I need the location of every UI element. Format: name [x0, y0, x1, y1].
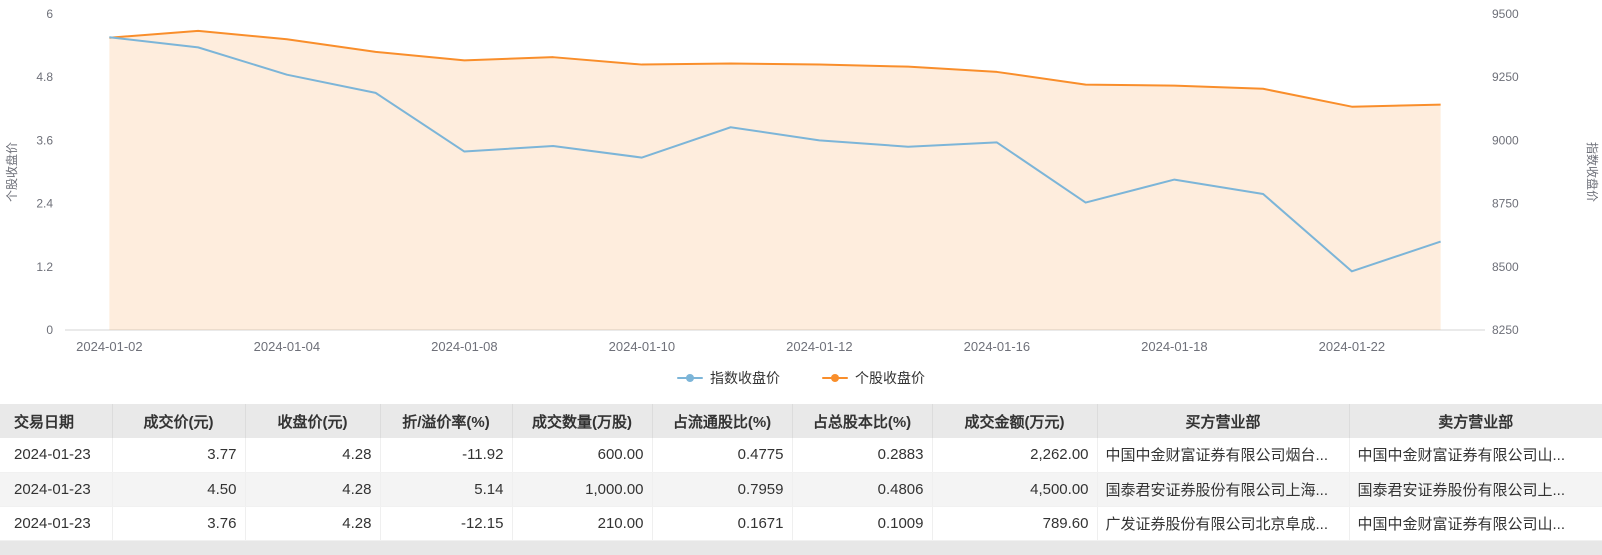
legend-line-icon	[677, 373, 703, 383]
x-axis-tick: 2024-01-22	[1319, 339, 1386, 354]
right-axis-tick: 9250	[1492, 70, 1519, 84]
right-axis-tick: 9000	[1492, 133, 1519, 147]
legend-label: 指数收盘价	[710, 370, 780, 386]
cell-seller-branch: 中国中金财富证券有限公司山...	[1349, 506, 1602, 541]
column-header-float-share-ratio: 占流通股比(%)	[652, 404, 793, 438]
left-axis-tick: 1.2	[36, 260, 53, 274]
block-trade-table: 交易日期 成交价(元) 收盘价(元) 折/溢价率(%) 成交数量(万股) 占流通股比(%)…	[0, 404, 1602, 541]
right-axis-tick: 8750	[1492, 197, 1519, 211]
cell-deal-price: 4.50	[112, 472, 246, 507]
left-axis-tick: 2.4	[36, 197, 53, 211]
cell-close-price: 4.28	[245, 438, 381, 473]
cell-volume: 600.00	[512, 438, 653, 473]
left-axis-tick: 0	[46, 323, 53, 337]
left-axis-tick: 4.8	[36, 70, 53, 84]
column-header-amount: 成交金额(万元)	[932, 404, 1098, 438]
cell-close-price: 4.28	[245, 472, 381, 507]
column-header-buyer-branch: 买方营业部	[1097, 404, 1350, 438]
cell-trade-date: 2024-01-23	[0, 438, 113, 473]
chart-legend: 指数收盘价 个股收盘价	[0, 368, 1602, 388]
index-price-line	[109, 36, 1441, 273]
left-axis-tick: 3.6	[36, 133, 53, 147]
right-axis-tick: 8250	[1492, 323, 1519, 337]
cell-float-share-ratio: 0.1671	[652, 506, 793, 541]
partial-next-row	[0, 540, 1602, 555]
table-header-row: 交易日期 成交价(元) 收盘价(元) 折/溢价率(%) 成交数量(万股) 占流通股比(%)…	[0, 404, 1602, 438]
legend-item-stock-close[interactable]: 个股收盘价	[822, 368, 925, 388]
x-axis-tick: 2024-01-02	[76, 339, 143, 354]
cell-trade-date: 2024-01-23	[0, 472, 113, 507]
cell-amount: 789.60	[932, 506, 1098, 541]
cell-amount: 4,500.00	[932, 472, 1098, 507]
table-row: 2024-01-23 3.77 4.28 -11.92 600.00 0.4775 0.28…	[0, 438, 1602, 473]
column-header-deal-price: 成交价(元)	[112, 404, 246, 438]
legend-label: 个股收盘价	[855, 370, 925, 386]
table-body: 2024-01-23 3.77 4.28 -11.92 600.00 0.4775 0.28…	[0, 438, 1602, 541]
legend-item-index-close[interactable]: 指数收盘价	[677, 368, 780, 388]
cell-buyer-branch: 广发证券股份有限公司北京阜成...	[1097, 506, 1350, 541]
cell-premium-rate: 5.14	[380, 472, 513, 507]
right-axis-title: 指数收盘价	[1585, 142, 1600, 202]
column-header-premium-rate: 折/溢价率(%)	[380, 404, 513, 438]
x-axis-tick: 2024-01-08	[431, 339, 498, 354]
x-axis-tick: 2024-01-16	[964, 339, 1031, 354]
x-axis-tick: 2024-01-04	[254, 339, 321, 354]
stock-price-area	[109, 30, 1441, 330]
x-axis-tick: 2024-01-12	[786, 339, 853, 354]
column-header-close-price: 收盘价(元)	[245, 404, 381, 438]
cell-deal-price: 3.77	[112, 438, 246, 473]
right-axis-tick: 8500	[1492, 260, 1519, 274]
table-row: 2024-01-23 4.50 4.28 5.14 1,000.00 0.7959 0.48…	[0, 472, 1602, 507]
cell-premium-rate: -11.92	[380, 438, 513, 473]
cell-premium-rate: -12.15	[380, 506, 513, 541]
left-axis-tick: 6	[46, 7, 53, 21]
x-axis-tick: 2024-01-18	[1141, 339, 1208, 354]
cell-seller-branch: 国泰君安证券股份有限公司上...	[1349, 472, 1602, 507]
cell-buyer-branch: 中国中金财富证券有限公司烟台...	[1097, 438, 1350, 473]
column-header-volume: 成交数量(万股)	[512, 404, 653, 438]
cell-volume: 1,000.00	[512, 472, 653, 507]
cell-total-share-ratio: 0.1009	[792, 506, 933, 541]
cell-trade-date: 2024-01-23	[0, 506, 113, 541]
right-axis-tick: 9500	[1492, 7, 1519, 21]
column-header-trade-date: 交易日期	[0, 404, 113, 438]
column-header-seller-branch: 卖方营业部	[1349, 404, 1602, 438]
left-axis-title: 个股收盘价	[4, 142, 19, 202]
cell-total-share-ratio: 0.4806	[792, 472, 933, 507]
cell-close-price: 4.28	[245, 506, 381, 541]
chart-section: 0 1.2 2.4 3.6 4.8 6 8250 8500 8750 9000 9250 9500 20…	[0, 7, 1602, 388]
cell-float-share-ratio: 0.7959	[652, 472, 793, 507]
cell-total-share-ratio: 0.2883	[792, 438, 933, 473]
cell-seller-branch: 中国中金财富证券有限公司山...	[1349, 438, 1602, 473]
x-axis-tick: 2024-01-10	[609, 339, 676, 354]
cell-deal-price: 3.76	[112, 506, 246, 541]
cell-float-share-ratio: 0.4775	[652, 438, 793, 473]
price-line-chart: 0 1.2 2.4 3.6 4.8 6 8250 8500 8750 9000 9250 9500 20…	[4, 7, 1600, 354]
cell-volume: 210.00	[512, 506, 653, 541]
column-header-total-share-ratio: 占总股本比(%)	[792, 404, 933, 438]
legend-line-icon	[822, 373, 848, 383]
cell-buyer-branch: 国泰君安证券股份有限公司上海...	[1097, 472, 1350, 507]
table-row: 2024-01-23 3.76 4.28 -12.15 210.00 0.1671 0.10…	[0, 506, 1602, 541]
cell-amount: 2,262.00	[932, 438, 1098, 473]
stock-price-line	[109, 29, 1441, 108]
